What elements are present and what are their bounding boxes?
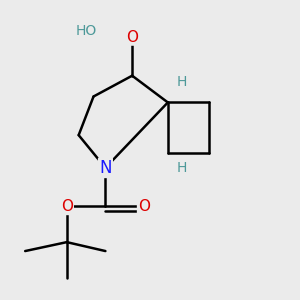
Text: H: H (177, 161, 187, 175)
Text: HO: HO (75, 24, 97, 38)
Text: O: O (61, 199, 73, 214)
Text: N: N (99, 159, 112, 177)
Text: O: O (138, 199, 150, 214)
Text: O: O (126, 30, 138, 45)
Text: H: H (177, 75, 187, 88)
